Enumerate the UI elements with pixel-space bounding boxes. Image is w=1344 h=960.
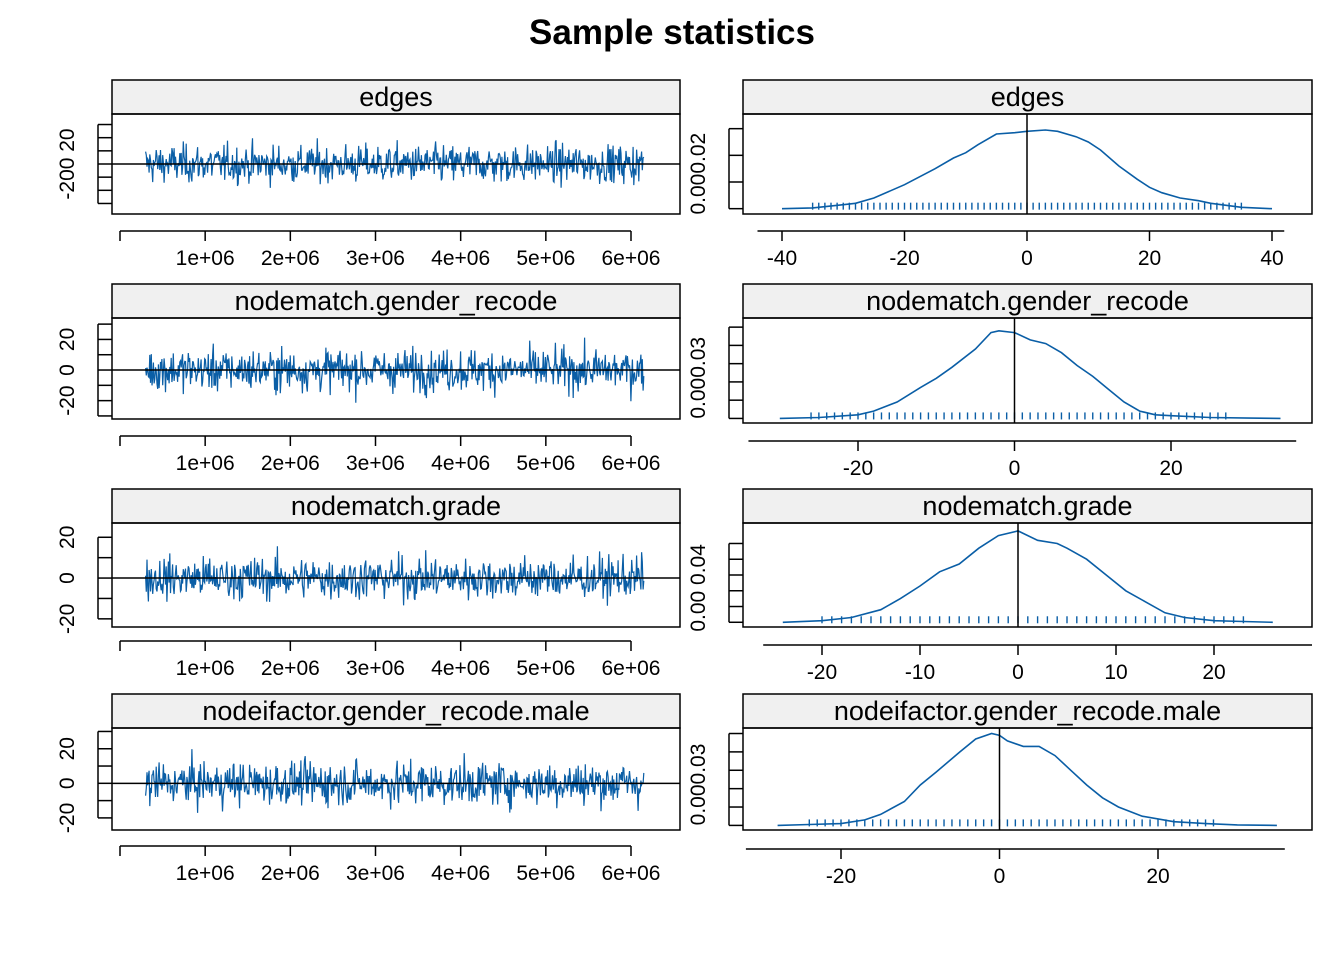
- plot-frame-trace-1: [111, 317, 681, 420]
- strip-label-trace-2: nodematch.grade: [291, 491, 501, 521]
- strip-label-trace-0: edges: [359, 82, 433, 112]
- density-curve-density-0: [781, 129, 1273, 210]
- x-tick-label-density-3: 0: [994, 865, 1006, 888]
- x-tick-label-density-3: 20: [1146, 865, 1169, 888]
- y-tick-label-density-0: 0.000.02: [687, 133, 710, 215]
- x-tick-label-density-0: -20: [889, 247, 919, 270]
- x-tick-label-trace-0: 2e+06: [261, 247, 320, 270]
- x-tick-label-trace-2: 6e+06: [602, 657, 661, 680]
- y-tick-label-trace-0: -200 20: [56, 128, 79, 199]
- figure-title: Sample statistics: [529, 13, 815, 52]
- x-tick-label-trace-1: 5e+06: [516, 452, 575, 475]
- x-tick-label-trace-0: 4e+06: [431, 247, 490, 270]
- x-tick-label-trace-0: 3e+06: [346, 247, 405, 270]
- x-tick-label-density-0: 20: [1138, 247, 1161, 270]
- trace-series-trace-2: [145, 546, 645, 606]
- strip-label-density-2: nodematch.grade: [922, 491, 1132, 521]
- x-tick-label-trace-1: 3e+06: [346, 452, 405, 475]
- x-tick-label-density-2: 20: [1202, 661, 1225, 684]
- y-tick-label-trace-2: 0: [56, 572, 79, 584]
- x-tick-label-density-3: -20: [826, 865, 856, 888]
- x-tick-label-density-0: 0: [1021, 247, 1033, 270]
- y-tick-label-trace-2: -20: [56, 604, 79, 634]
- x-tick-label-trace-1: 2e+06: [261, 452, 320, 475]
- x-tick-label-trace-2: 2e+06: [261, 657, 320, 680]
- plot-frame-density-2: [742, 522, 1313, 628]
- strip-label-density-3: nodeifactor.gender_recode.male: [834, 696, 1221, 726]
- x-tick-label-density-0: -40: [767, 247, 797, 270]
- y-tick-label-trace-1: 20: [56, 328, 79, 351]
- x-tick-label-density-1: 20: [1159, 457, 1182, 480]
- x-tick-label-trace-1: 4e+06: [431, 452, 490, 475]
- strip-box-trace-2: [111, 488, 681, 524]
- plot-frame-density-1: [742, 317, 1313, 424]
- x-tick-label-trace-3: 4e+06: [431, 862, 490, 885]
- density-curve-density-1: [779, 329, 1281, 420]
- strip-label-trace-1: nodematch.gender_recode: [235, 286, 558, 316]
- strip-box-density-1: [742, 283, 1313, 319]
- strip-box-density-3: [742, 693, 1313, 729]
- y-tick-label-trace-1: 0: [56, 364, 79, 376]
- y-tick-label-density-2: 0.00 0.04: [687, 544, 710, 632]
- x-tick-label-trace-3: 1e+06: [176, 862, 235, 885]
- x-tick-label-trace-0: 6e+06: [602, 247, 661, 270]
- y-tick-label-density-3: 0.000.03: [687, 744, 710, 826]
- strip-box-density-0: [742, 79, 1313, 115]
- strip-box-trace-0: [111, 79, 681, 115]
- x-tick-label-density-2: 10: [1104, 661, 1127, 684]
- strip-box-density-2: [742, 488, 1313, 524]
- x-tick-label-trace-2: 1e+06: [176, 657, 235, 680]
- density-curve-density-2: [782, 530, 1273, 624]
- x-tick-label-trace-3: 2e+06: [261, 862, 320, 885]
- x-tick-label-trace-3: 6e+06: [602, 862, 661, 885]
- x-tick-label-trace-0: 5e+06: [516, 247, 575, 270]
- trace-series-trace-0: [145, 138, 645, 188]
- strip-box-trace-3: [111, 693, 681, 729]
- strip-label-density-1: nodematch.gender_recode: [866, 286, 1189, 316]
- x-tick-label-density-2: 0: [1012, 661, 1024, 684]
- x-tick-label-density-1: 0: [1009, 457, 1021, 480]
- x-tick-label-density-2: -20: [807, 661, 837, 684]
- density-curve-density-3: [777, 732, 1277, 827]
- x-tick-label-trace-0: 1e+06: [176, 247, 235, 270]
- y-tick-label-trace-3: 0: [56, 777, 79, 789]
- plot-frame-density-3: [742, 727, 1313, 831]
- x-tick-label-density-0: 40: [1260, 247, 1283, 270]
- y-tick-label-trace-3: -20: [56, 803, 79, 833]
- strip-label-trace-3: nodeifactor.gender_recode.male: [202, 696, 589, 726]
- trace-series-trace-3: [145, 749, 645, 813]
- x-tick-label-trace-3: 5e+06: [516, 862, 575, 885]
- strip-label-density-0: edges: [991, 82, 1065, 112]
- y-tick-label-trace-2: 20: [56, 526, 79, 549]
- x-tick-label-trace-2: 3e+06: [346, 657, 405, 680]
- y-tick-label-density-1: 0.000.03: [687, 337, 710, 419]
- y-tick-label-trace-3: 20: [56, 737, 79, 760]
- strip-box-trace-1: [111, 283, 681, 319]
- x-tick-label-trace-1: 6e+06: [602, 452, 661, 475]
- x-tick-label-trace-3: 3e+06: [346, 862, 405, 885]
- y-tick-label-trace-1: -20: [56, 385, 79, 415]
- x-tick-label-trace-2: 5e+06: [516, 657, 575, 680]
- x-tick-label-trace-2: 4e+06: [431, 657, 490, 680]
- plot-frame-trace-3: [111, 727, 681, 831]
- x-tick-label-trace-1: 1e+06: [176, 452, 235, 475]
- x-tick-label-density-1: -20: [843, 457, 873, 480]
- x-tick-label-density-2: -10: [905, 661, 935, 684]
- plot-frame-trace-2: [111, 522, 681, 628]
